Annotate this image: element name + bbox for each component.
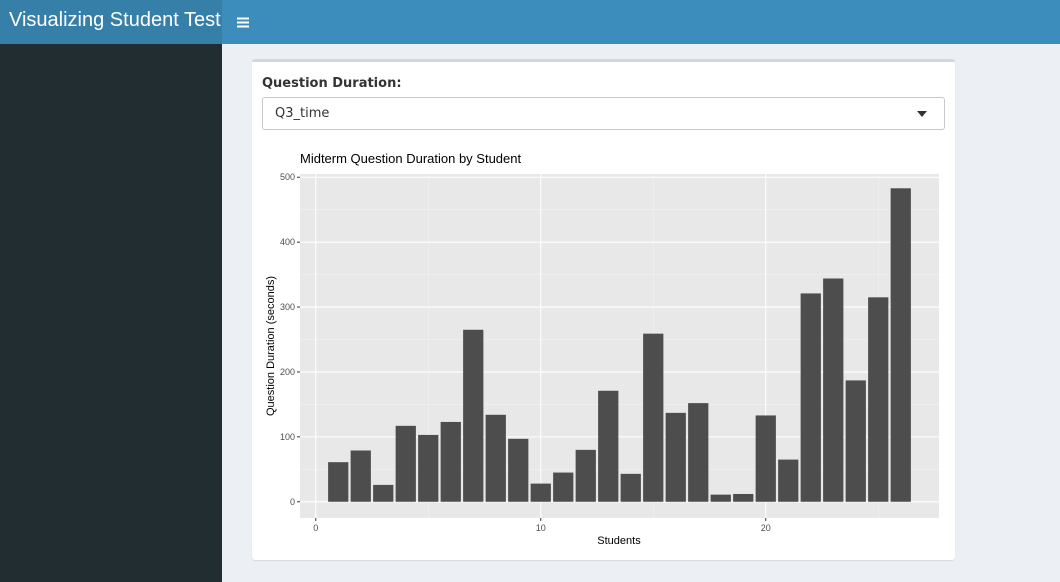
y-tick-label: 500 [280,172,295,182]
y-axis-label: Question Duration (seconds) [265,276,277,416]
bar [440,421,461,502]
sidebar [0,44,222,582]
bar [665,412,686,502]
bar [890,188,911,502]
bar [463,329,484,502]
y-tick-label: 300 [280,302,295,312]
duration-select-value: Q3_time [275,106,330,121]
chart-title: Midterm Question Duration by Student [300,151,521,166]
bar [350,450,371,502]
bar [508,438,529,502]
y-tick-label: 100 [280,432,295,442]
bar [418,434,439,502]
top-header: Visualizing Student Test [0,0,1060,44]
chart-box: Question Duration: Q3_time Midterm Quest… [252,59,955,560]
bar [800,293,821,502]
bar [868,297,889,502]
bar [485,414,506,502]
duration-select[interactable]: Q3_time [262,97,945,130]
bar [845,380,866,502]
hamburger-menu-icon [237,17,249,27]
bar [778,459,799,502]
bar [575,449,596,502]
x-tick-label: 10 [536,523,546,533]
duration-label: Question Duration: [262,76,402,91]
bar [755,415,776,502]
bar [373,484,394,502]
bar [395,425,416,502]
x-tick-label: 20 [761,523,771,533]
x-tick-label: 0 [313,523,318,533]
chevron-down-icon [917,111,927,117]
bar [688,403,709,502]
main-content: Question Duration: Q3_time Midterm Quest… [222,44,1060,582]
bars [328,188,911,502]
bar [733,493,754,502]
bar [620,473,641,502]
bar [553,472,574,502]
bar-chart: Midterm Question Duration by Student 0 10… [265,151,939,547]
y-tick-label: 200 [280,367,295,377]
sidebar-toggle-button[interactable] [222,0,264,44]
x-axis-label: Students [597,535,641,547]
y-tick-label: 400 [280,237,295,247]
bar [710,494,731,502]
bar [823,278,844,502]
bar [643,333,664,502]
y-tick-label: 0 [290,497,295,507]
app-title: Visualizing Student Test [0,0,222,44]
bar [598,390,619,502]
bar [328,462,349,502]
bar [530,483,551,502]
axes: 0 100 200 300 400 500 0 10 20 [280,172,771,533]
